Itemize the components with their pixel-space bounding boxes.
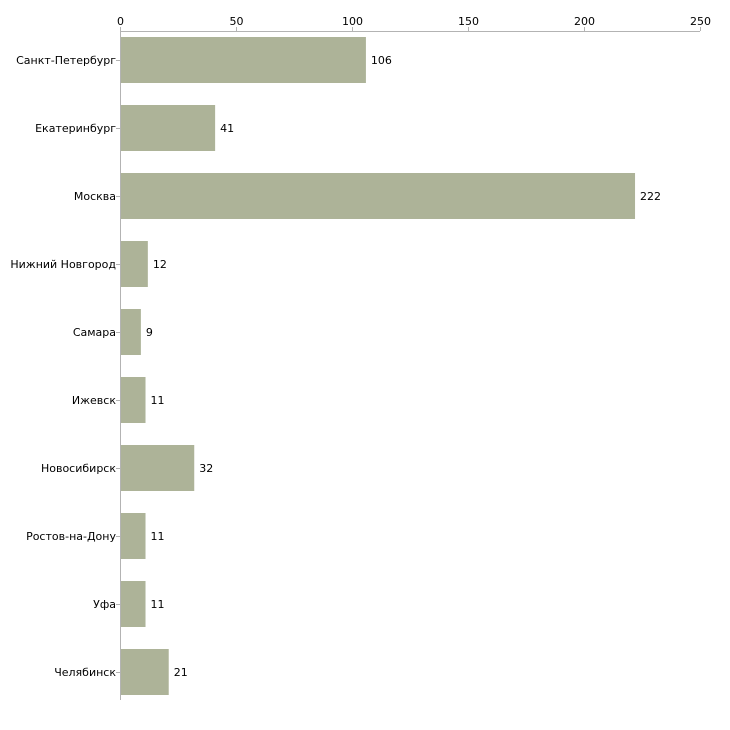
x-tick-label: 0 xyxy=(117,15,124,28)
category-label: Санкт-Петербург xyxy=(16,54,116,67)
x-tick-label: 50 xyxy=(230,15,244,28)
bar xyxy=(121,241,148,287)
category-label: Нижний Новгород xyxy=(10,258,116,271)
category-label: Уфа xyxy=(93,598,116,611)
category-label: Ростов-на-Дону xyxy=(26,530,116,543)
category-label: Ижевск xyxy=(72,394,116,407)
category-label: Челябинск xyxy=(54,666,116,679)
data-label: 11 xyxy=(151,598,165,611)
data-label: 12 xyxy=(153,258,167,271)
data-label: 222 xyxy=(640,190,661,203)
data-label: 32 xyxy=(199,462,213,475)
bar xyxy=(121,37,366,83)
bar xyxy=(121,445,195,491)
x-tick-label: 150 xyxy=(458,15,479,28)
bar-layer xyxy=(121,37,636,695)
bar xyxy=(121,105,216,151)
category-label: Самара xyxy=(73,326,116,339)
bar xyxy=(121,513,146,559)
data-label: 9 xyxy=(146,326,153,339)
data-label: 21 xyxy=(174,666,188,679)
data-label: 11 xyxy=(151,530,165,543)
x-tick-label: 200 xyxy=(574,15,595,28)
data-label: 106 xyxy=(371,54,392,67)
bar xyxy=(121,581,146,627)
x-tick-label: 100 xyxy=(342,15,363,28)
label-layer: Санкт-Петербург 106 Екатеринбург 41 Москва 22… xyxy=(10,54,661,679)
x-tick-label: 250 xyxy=(690,15,711,28)
category-label: Екатеринбург xyxy=(35,122,116,135)
axis-layer: 0 50 100 150 200 250 xyxy=(116,15,711,700)
data-label: 11 xyxy=(151,394,165,407)
bar xyxy=(121,309,141,355)
category-label: Новосибирск xyxy=(41,462,116,475)
category-label: Москва xyxy=(74,190,116,203)
bar xyxy=(121,377,146,423)
bar xyxy=(121,173,636,219)
data-label: 41 xyxy=(220,122,234,135)
bar xyxy=(121,649,169,695)
